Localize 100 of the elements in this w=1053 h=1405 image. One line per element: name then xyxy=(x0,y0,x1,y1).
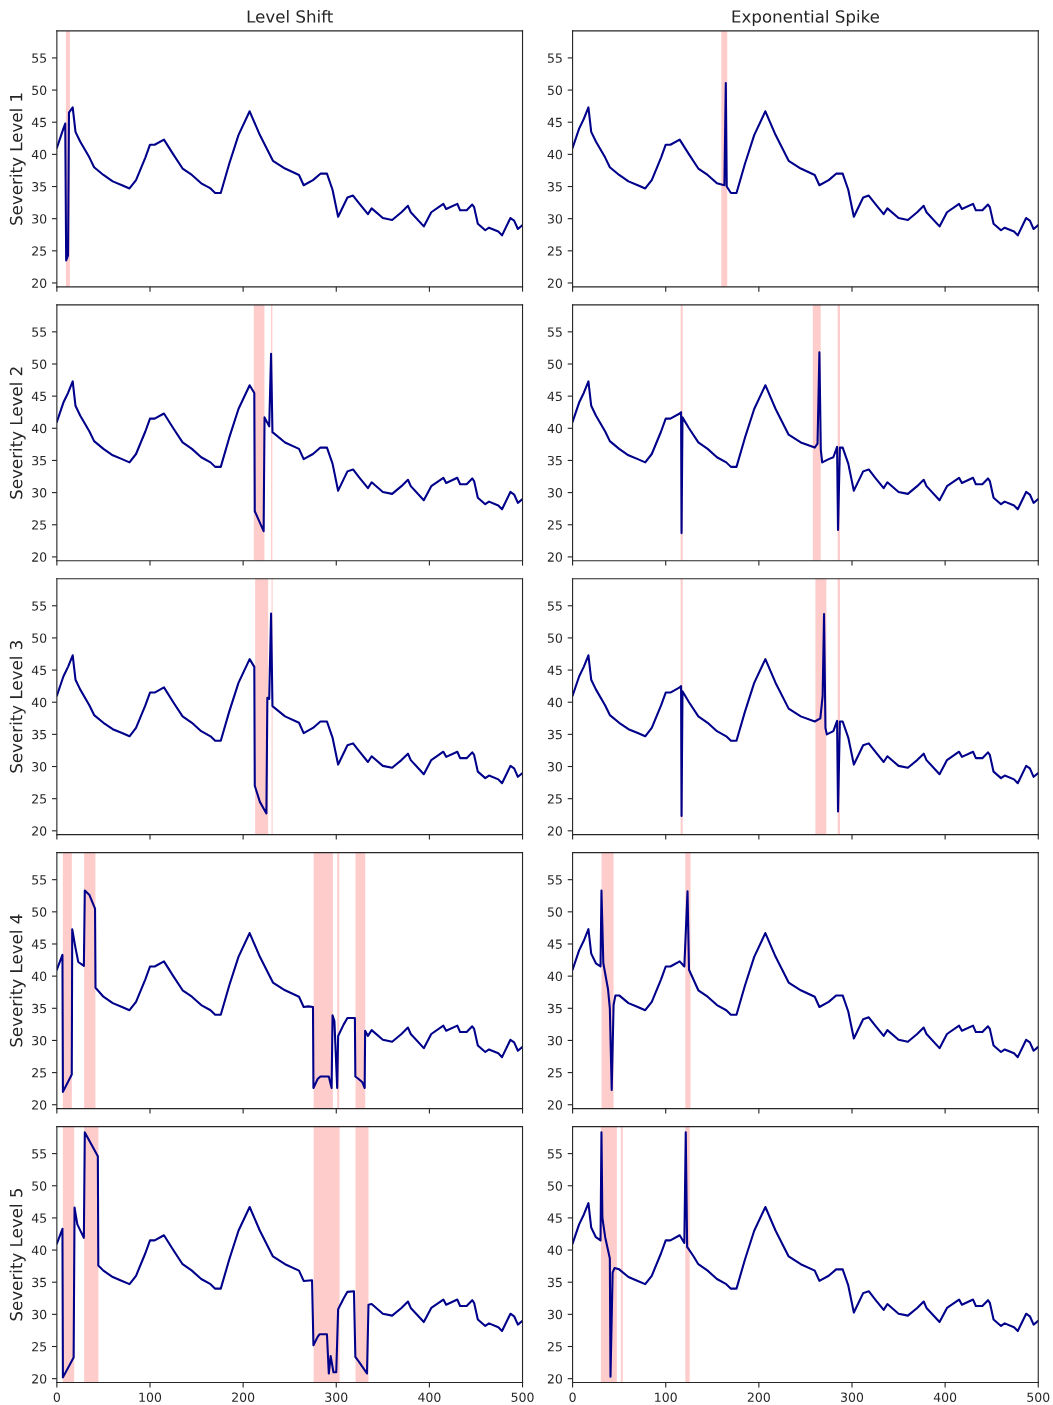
y-tick-label: 20 xyxy=(547,552,563,562)
y-tick-label: 30 xyxy=(547,214,563,224)
y-tick-label: 25 xyxy=(32,1068,47,1078)
y-tick-label: 40 xyxy=(547,1245,563,1255)
y-tick-label: 50 xyxy=(547,1181,563,1191)
y-tick-label: 50 xyxy=(547,907,563,917)
y-tick-label: 25 xyxy=(547,1068,562,1078)
y-tick-label: 50 xyxy=(32,359,47,369)
x-tick-label: 400 xyxy=(933,1392,957,1402)
y-tick-label: 30 xyxy=(32,1309,47,1320)
y-tick-label: 55 xyxy=(32,601,47,611)
x-tick-label: 200 xyxy=(747,1392,770,1402)
y-tick-label: 50 xyxy=(32,633,47,643)
y-tick-label: 20 xyxy=(547,278,563,288)
y-tick-label: 25 xyxy=(547,246,562,256)
chart-title: Level Shift xyxy=(247,9,333,23)
y-tick-label: 20 xyxy=(32,552,47,562)
line-series xyxy=(56,1131,523,1379)
y-tick-label: 30 xyxy=(32,1035,47,1046)
y-tick-label: 45 xyxy=(547,391,562,402)
y-tick-label: 30 xyxy=(547,1309,563,1320)
y-tick-label: 25 xyxy=(547,520,562,530)
line-series xyxy=(56,352,523,533)
y-tick-label: 55 xyxy=(547,327,562,337)
y-tick-label: 20 xyxy=(32,1100,47,1110)
line-series xyxy=(572,889,1039,1091)
y-axis-title: Severity Level 2 xyxy=(9,367,26,499)
y-tick-label: 55 xyxy=(32,327,47,337)
y-tick-label: 55 xyxy=(32,1149,47,1159)
y-tick-label: 40 xyxy=(547,697,563,708)
y-axis-title: Severity Level 5 xyxy=(9,1189,26,1321)
x-tick-label: 0 xyxy=(569,1392,576,1402)
y-tick-label: 55 xyxy=(32,875,47,885)
y-axis-title: Severity Level 4 xyxy=(9,914,26,1047)
y-tick-label: 25 xyxy=(547,1341,562,1352)
y-tick-label: 55 xyxy=(547,875,562,885)
y-tick-label: 20 xyxy=(32,1374,47,1384)
line-series xyxy=(572,351,1039,535)
y-axis-title: Severity Level 1 xyxy=(9,93,26,225)
x-tick-label: 300 xyxy=(841,1392,864,1402)
y-tick-label: 45 xyxy=(31,1213,47,1223)
y-tick-label: 20 xyxy=(32,826,47,836)
y-tick-label: 35 xyxy=(32,455,47,466)
x-tick-label: 500 xyxy=(511,1392,534,1402)
y-tick-label: 50 xyxy=(32,85,47,95)
y-tick-label: 30 xyxy=(32,488,47,498)
y-tick-label: 35 xyxy=(32,729,47,740)
y-tick-label: 35 xyxy=(547,1003,562,1014)
y-tick-label: 45 xyxy=(547,117,562,128)
y-tick-label: 40 xyxy=(547,149,563,160)
x-tick-label: 500 xyxy=(1027,1392,1050,1402)
y-tick-label: 55 xyxy=(547,601,562,611)
y-tick-label: 40 xyxy=(31,971,47,982)
y-tick-label: 25 xyxy=(32,1341,47,1352)
y-tick-label: 45 xyxy=(547,1213,562,1223)
y-axis-title: Severity Level 3 xyxy=(9,641,26,773)
y-tick-label: 30 xyxy=(547,1035,563,1046)
y-tick-label: 20 xyxy=(547,1374,563,1384)
y-tick-label: 35 xyxy=(547,455,562,466)
line-series xyxy=(572,613,1039,818)
y-tick-label: 35 xyxy=(32,1003,47,1014)
y-tick-label: 45 xyxy=(31,665,47,675)
x-tick-label: 300 xyxy=(325,1392,348,1402)
y-tick-label: 25 xyxy=(32,794,47,804)
y-tick-label: 30 xyxy=(32,761,47,772)
line-series xyxy=(572,1131,1039,1378)
y-tick-label: 35 xyxy=(32,1277,47,1288)
y-tick-label: 50 xyxy=(547,633,563,643)
y-tick-label: 45 xyxy=(31,117,47,128)
y-tick-label: 50 xyxy=(32,907,47,917)
x-tick-label: 200 xyxy=(232,1392,255,1402)
chart-title: Exponential Spike xyxy=(732,9,880,27)
y-tick-label: 45 xyxy=(31,391,47,402)
y-tick-label: 25 xyxy=(547,794,562,804)
y-tick-label: 25 xyxy=(32,520,47,530)
y-tick-label: 30 xyxy=(547,488,563,498)
y-tick-label: 40 xyxy=(547,423,563,434)
y-tick-label: 45 xyxy=(547,939,562,949)
y-tick-label: 30 xyxy=(32,214,47,224)
line-series xyxy=(56,106,523,262)
y-tick-label: 50 xyxy=(547,359,563,369)
y-tick-label: 50 xyxy=(32,1181,47,1191)
x-tick-label: 400 xyxy=(418,1392,441,1402)
x-tick-label: 100 xyxy=(655,1392,677,1402)
y-tick-label: 35 xyxy=(547,1277,562,1288)
y-tick-label: 40 xyxy=(31,423,47,434)
x-tick-label: 100 xyxy=(139,1392,162,1402)
y-tick-label: 20 xyxy=(547,1100,563,1110)
y-tick-label: 35 xyxy=(547,729,562,740)
y-tick-label: 40 xyxy=(31,697,47,708)
y-tick-label: 35 xyxy=(547,182,562,192)
line-series xyxy=(56,612,523,815)
y-tick-label: 40 xyxy=(31,149,47,160)
y-tick-label: 50 xyxy=(547,85,563,95)
y-tick-label: 55 xyxy=(32,53,47,63)
y-tick-label: 40 xyxy=(547,971,563,982)
y-tick-label: 25 xyxy=(32,246,47,256)
y-tick-label: 55 xyxy=(547,53,562,63)
y-tick-label: 20 xyxy=(547,826,563,836)
line-series xyxy=(572,81,1039,237)
